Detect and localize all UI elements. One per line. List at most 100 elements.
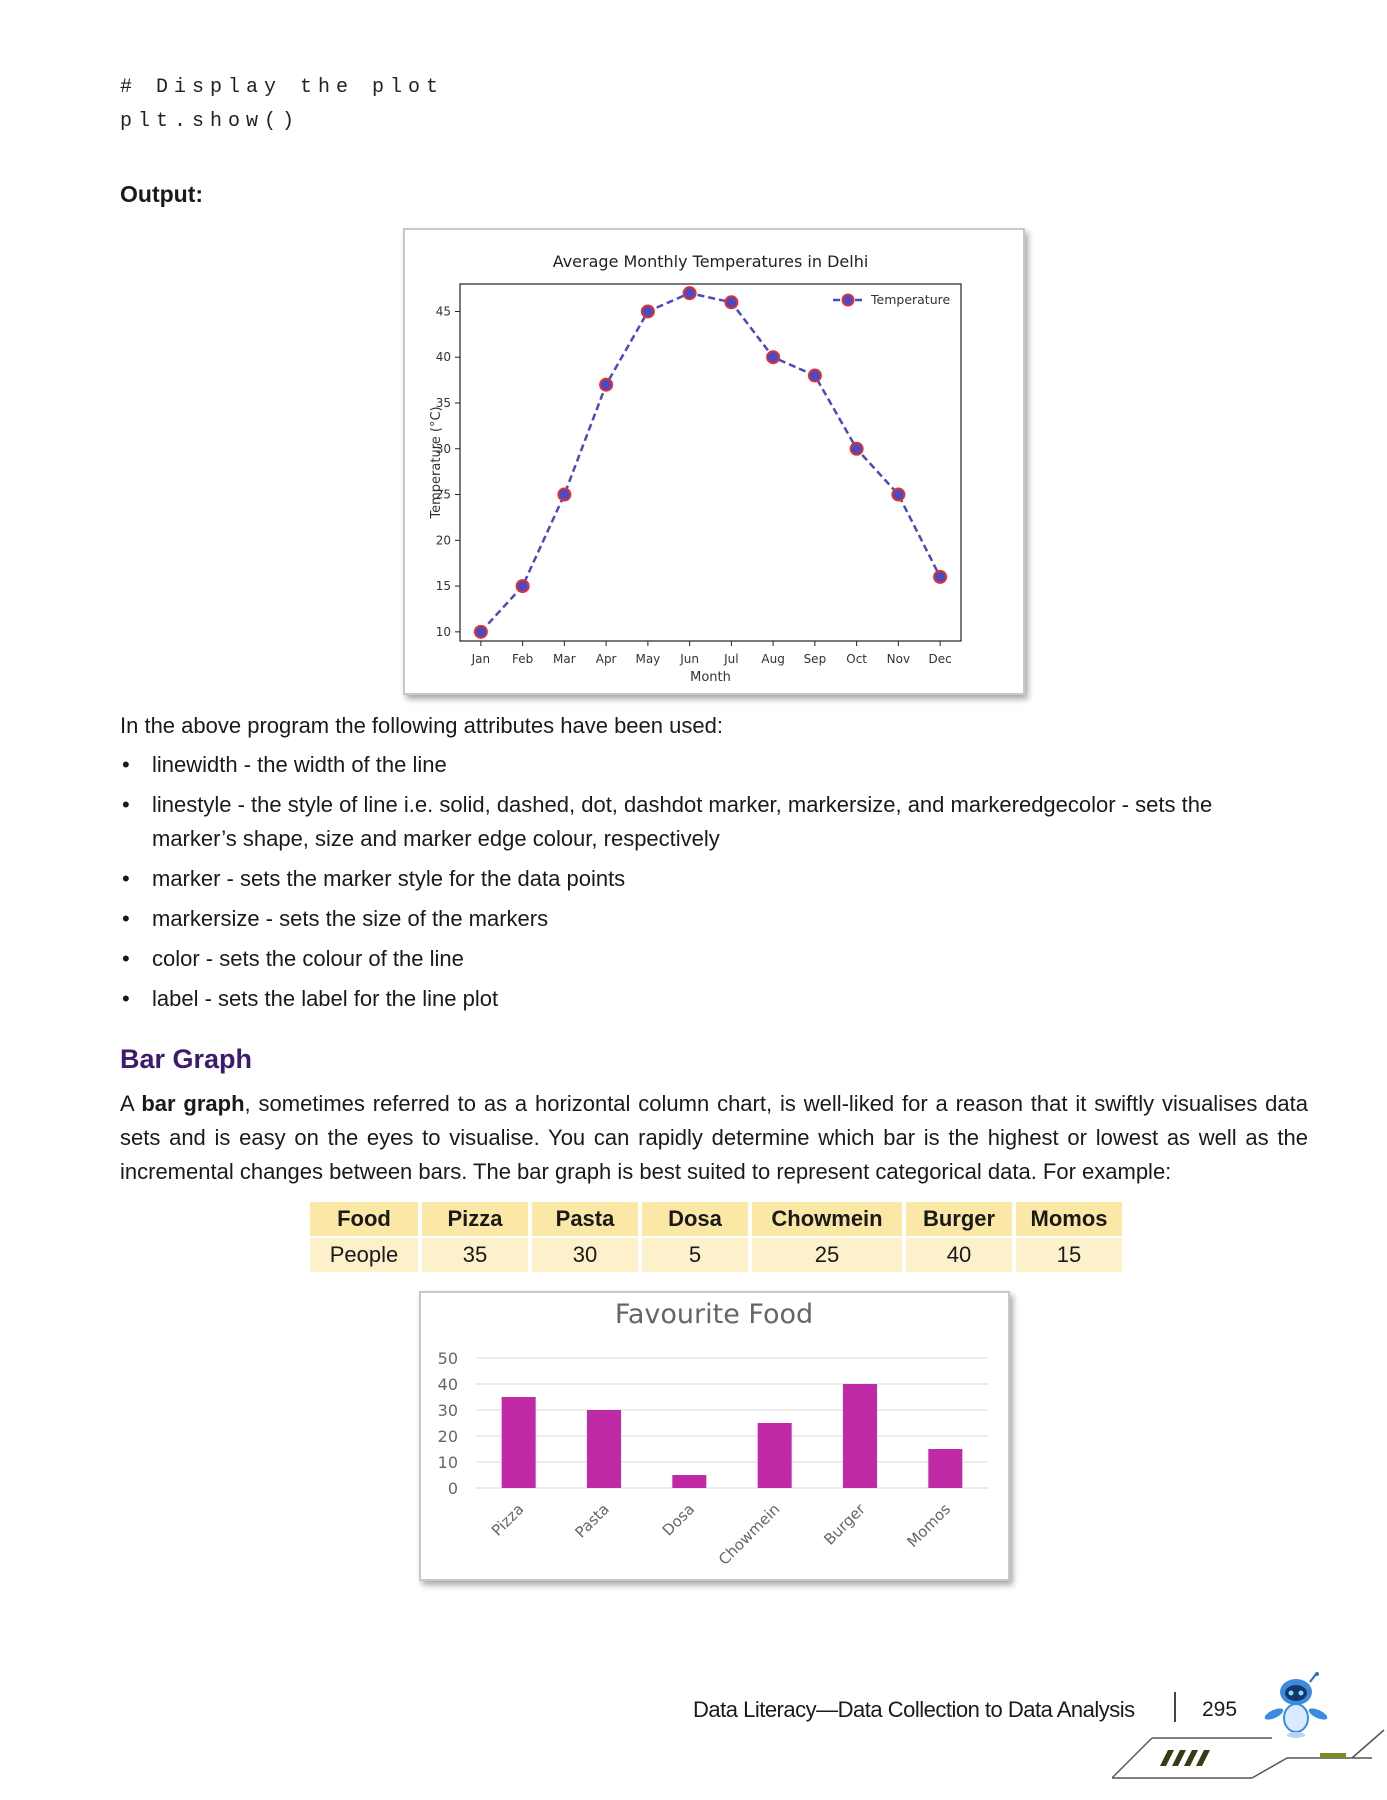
y-tick-label: 0 <box>448 1479 458 1498</box>
bar-momos <box>928 1449 963 1488</box>
attribute-item: color - sets the colour of the line <box>120 942 1270 976</box>
table-cell: 30 <box>532 1238 638 1272</box>
table-cell: 35 <box>422 1238 528 1272</box>
para-post: , sometimes referred to as a horizontal … <box>120 1091 1308 1184</box>
line-chart-title: Average Monthly Temperatures in Delhi <box>553 252 869 271</box>
para-bold-term: bar graph <box>141 1091 245 1116</box>
food-table-row: People 35 30 5 25 40 15 <box>310 1238 1122 1272</box>
robot-mascot-icon <box>1264 1672 1328 1738</box>
para-pre: A <box>120 1091 142 1116</box>
data-point-marker <box>849 441 864 456</box>
code-line-1: # Display the plot <box>120 76 445 99</box>
y-tick-label: 20 <box>438 1427 458 1446</box>
x-tick-label: Apr <box>596 652 617 666</box>
table-cell: Momos <box>1016 1202 1122 1236</box>
y-axis-label: Temperature (°C) <box>429 406 444 519</box>
attribute-item: linestyle - the style of line i.e. solid… <box>120 788 1270 856</box>
x-axis-label: Month <box>690 670 731 685</box>
page-number: 295 <box>1202 1698 1238 1721</box>
attributes-list: linewidth - the width of the line linest… <box>120 748 1270 1022</box>
table-cell: Pizza <box>422 1202 528 1236</box>
table-cell: 40 <box>906 1238 1012 1272</box>
section-title: Bar Graph <box>120 1044 253 1074</box>
table-cell: 15 <box>1016 1238 1122 1272</box>
plot-area-border <box>459 283 962 642</box>
table-cell: Burger <box>906 1202 1012 1236</box>
legend-label: Temperature <box>870 292 950 307</box>
temperature-series-line <box>479 291 942 633</box>
x-tick-label: May <box>635 652 660 666</box>
x-tick-label: Feb <box>512 652 533 666</box>
code-line-2: plt.show() <box>120 110 301 133</box>
data-point-marker <box>640 304 655 319</box>
x-tick-label: Mar <box>553 652 576 666</box>
x-category-label: Pizza <box>488 1500 527 1539</box>
legend-marker-sample <box>841 293 855 307</box>
y-tick-label: 35 <box>436 396 451 410</box>
x-tick-label: Aug <box>761 652 784 666</box>
x-tick-label: Oct <box>846 652 867 666</box>
y-tick-label: 20 <box>436 533 451 547</box>
x-tick-label: Dec <box>929 652 952 666</box>
footer-divider <box>1174 1692 1176 1722</box>
data-point-marker <box>933 569 948 584</box>
y-tick-label: 10 <box>436 625 451 639</box>
data-point-marker <box>891 487 906 502</box>
bar-chart: Favourite Food 0 10 20 30 40 50 Pizza Pasta Dosa C… <box>438 1299 988 1569</box>
x-tick-label: Jan <box>471 652 491 666</box>
attributes-intro: In the above program the following attri… <box>120 713 723 738</box>
bar-chart-frame: Favourite Food 0 10 20 30 40 50 Pizza Pasta Dosa C… <box>419 1291 1010 1581</box>
table-cell: 5 <box>642 1238 748 1272</box>
y-tick-label: 50 <box>438 1349 458 1368</box>
y-tick-label: 45 <box>436 304 451 318</box>
x-tick-label: Sep <box>804 652 827 666</box>
data-point-marker <box>557 487 572 502</box>
x-tick-label: Jun <box>679 652 699 666</box>
bar-pasta <box>587 1410 621 1488</box>
y-tick-label: 30 <box>436 442 451 456</box>
attribute-item: label - sets the label for the line plot <box>120 982 1270 1016</box>
x-category-label: Momos <box>903 1500 954 1551</box>
data-point-marker <box>515 579 530 594</box>
table-cell: Food <box>310 1202 418 1236</box>
table-cell: 25 <box>752 1238 902 1272</box>
data-point-marker <box>682 286 697 301</box>
data-point-marker <box>473 624 488 639</box>
table-cell: Dosa <box>642 1202 748 1236</box>
data-point-marker <box>724 295 739 310</box>
x-category-label: Burger <box>820 1500 869 1549</box>
table-cell: Pasta <box>532 1202 638 1236</box>
attribute-item: marker - sets the marker style for the d… <box>120 862 1270 896</box>
line-chart-frame: Average Monthly Temperatures in Delhi 10 1… <box>403 228 1025 695</box>
data-point-marker <box>766 350 781 365</box>
y-tick-label: 10 <box>438 1453 458 1472</box>
y-tick-label: 25 <box>436 488 451 502</box>
bar-graph-paragraph: A bar graph, sometimes referred to as a … <box>120 1087 1308 1189</box>
attribute-item: markersize - sets the size of the marker… <box>120 902 1270 936</box>
food-table: Food Pizza Pasta Dosa Chowmein Burger Mo… <box>306 1200 1126 1274</box>
data-point-marker <box>599 377 614 392</box>
x-category-label: Pasta <box>571 1500 612 1541</box>
bar-dosa <box>672 1475 707 1488</box>
data-point-marker <box>807 368 822 383</box>
bar-pizza <box>501 1397 536 1488</box>
x-tick-label: Nov <box>887 652 910 666</box>
footer-decoration-icon <box>1112 1729 1385 1779</box>
food-table-header: Food Pizza Pasta Dosa Chowmein Burger Mo… <box>310 1202 1122 1236</box>
table-cell: Chowmein <box>752 1202 902 1236</box>
y-tick-label: 30 <box>438 1401 458 1420</box>
y-tick-label: 40 <box>436 350 451 364</box>
line-chart: Average Monthly Temperatures in Delhi 10 1… <box>429 252 962 685</box>
output-label: Output: <box>120 181 204 207</box>
footer-title: Data Literacy—Data Collection to Data An… <box>693 1697 1135 1722</box>
table-cell: People <box>310 1238 418 1272</box>
y-tick-label: 15 <box>436 579 451 593</box>
attribute-item: linewidth - the width of the line <box>120 748 1270 782</box>
x-category-label: Dosa <box>659 1500 698 1539</box>
bar-chowmein <box>757 1423 792 1488</box>
x-category-label: Chowmein <box>715 1500 784 1569</box>
x-tick-label: Jul <box>723 652 738 666</box>
bar-chart-title: Favourite Food <box>615 1299 813 1330</box>
y-tick-label: 40 <box>438 1375 458 1394</box>
bar-burger <box>843 1384 877 1488</box>
